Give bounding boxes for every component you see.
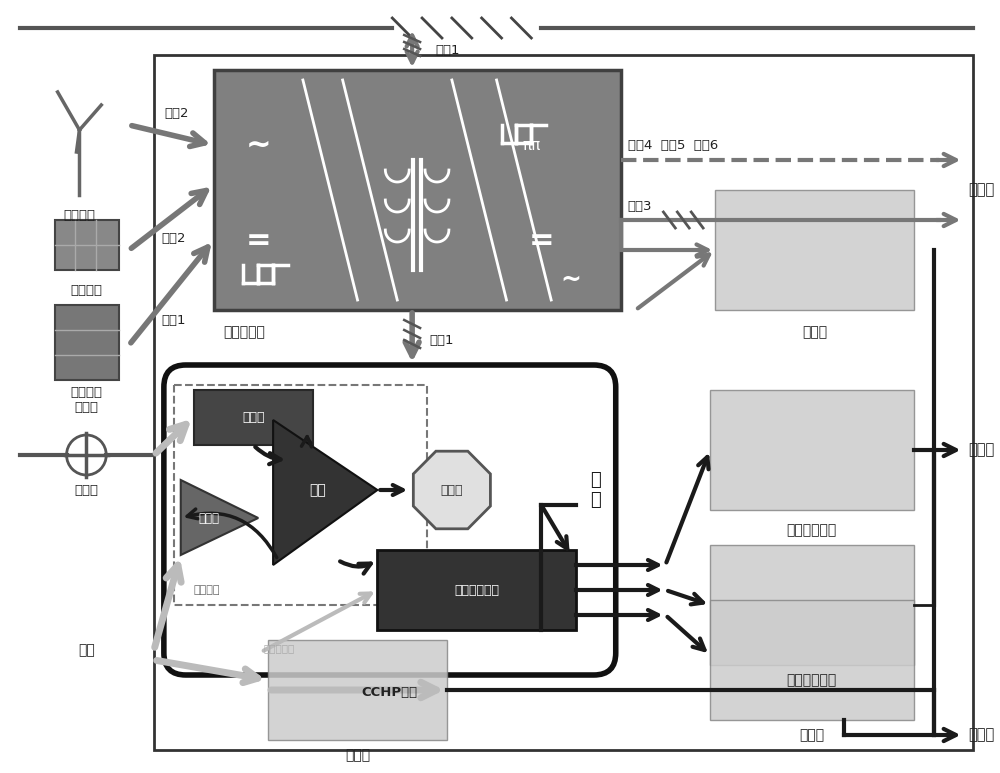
Text: 发电机: 发电机 xyxy=(441,483,463,496)
Polygon shape xyxy=(413,451,490,529)
Bar xyxy=(194,390,313,445)
Text: ~: ~ xyxy=(245,131,271,159)
Bar xyxy=(268,640,447,740)
Text: 燃烧室: 燃烧室 xyxy=(242,410,264,424)
Text: 端口2: 端口2 xyxy=(165,107,189,120)
Text: 电负荷: 电负荷 xyxy=(968,182,995,197)
Text: 余热回收装置: 余热回收装置 xyxy=(454,584,499,597)
Bar xyxy=(715,190,914,310)
Text: 天然气: 天然气 xyxy=(74,483,98,496)
Bar xyxy=(710,545,914,665)
Bar xyxy=(377,550,576,630)
Text: 端口3: 端口3 xyxy=(628,199,652,213)
Bar xyxy=(174,385,427,605)
Text: 风力发电: 风力发电 xyxy=(63,209,95,222)
Text: 吸收式制冷机: 吸收式制冷机 xyxy=(786,673,837,687)
Polygon shape xyxy=(181,480,258,555)
Bar xyxy=(154,55,973,750)
Text: 涡轮: 涡轮 xyxy=(309,483,326,497)
Text: CCHP系统: CCHP系统 xyxy=(361,686,417,700)
Bar xyxy=(710,390,914,510)
Text: 能量路由器: 能量路由器 xyxy=(223,325,265,339)
Text: 燃气炉: 燃气炉 xyxy=(345,748,370,762)
Text: 燃气轮机: 燃气轮机 xyxy=(194,585,220,595)
Text: 生物质能
等发电: 生物质能 等发电 xyxy=(70,386,102,414)
Text: 热存储: 热存储 xyxy=(799,728,824,742)
Text: 压气机: 压气机 xyxy=(198,512,219,525)
Bar xyxy=(55,220,119,270)
Text: 端口4  端口5  端口6: 端口4 端口5 端口6 xyxy=(628,138,718,152)
Text: 光伏发电: 光伏发电 xyxy=(70,284,102,297)
Text: =: = xyxy=(528,226,554,254)
Text: 端口1: 端口1 xyxy=(429,333,454,346)
Text: 电热炉: 电热炉 xyxy=(802,325,827,339)
Text: 冷负荷: 冷负荷 xyxy=(968,442,995,458)
FancyBboxPatch shape xyxy=(164,365,616,675)
Text: ππ: ππ xyxy=(522,138,540,152)
Text: 压缩式制冷机: 压缩式制冷机 xyxy=(786,523,837,537)
Polygon shape xyxy=(273,420,377,565)
Bar xyxy=(710,600,914,720)
Text: 端口1: 端口1 xyxy=(435,43,459,56)
Text: 排
气: 排 气 xyxy=(590,471,601,509)
Text: 热负荷: 热负荷 xyxy=(968,727,995,743)
Bar xyxy=(55,305,119,380)
Text: =: = xyxy=(245,226,271,254)
Text: ~: ~ xyxy=(561,268,581,292)
Text: 补燃天然气: 补燃天然气 xyxy=(263,643,294,653)
Text: 空气: 空气 xyxy=(78,643,95,657)
Text: 端口1: 端口1 xyxy=(162,314,186,326)
Text: 端口2: 端口2 xyxy=(162,231,186,244)
Bar xyxy=(214,70,621,310)
